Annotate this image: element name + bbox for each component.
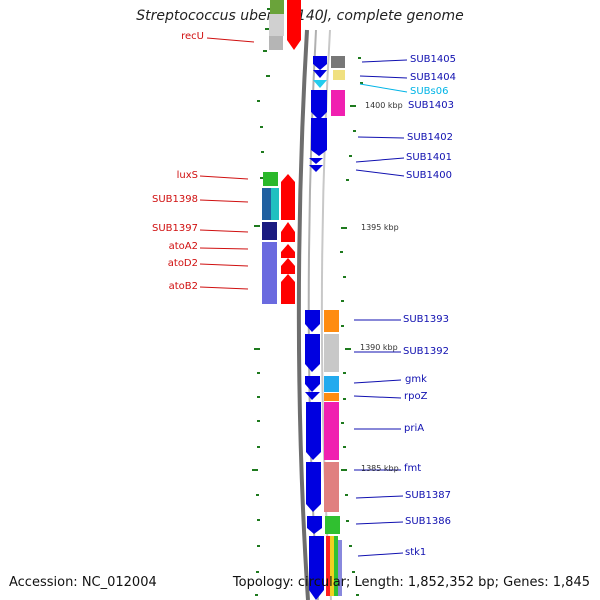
gene-label-sub1400: SUB1400 bbox=[406, 170, 452, 181]
gene-label-rpoZ: rpoZ bbox=[404, 391, 428, 402]
right-feature-blocks-top bbox=[309, 56, 345, 172]
gene-label-recU: recU bbox=[181, 31, 204, 42]
right-feature-blocks-bottom bbox=[305, 310, 342, 600]
gene-label-atoA2: atoA2 bbox=[168, 241, 198, 252]
right-tick-marks bbox=[340, 57, 363, 596]
gene-label-fmt: fmt bbox=[404, 463, 422, 474]
gene-label-sub1404: SUB1404 bbox=[410, 72, 456, 83]
gene-label-luxS: luxS bbox=[176, 170, 198, 181]
left-feature-blocks-mid bbox=[262, 172, 295, 304]
kbp-mark-1385: 1385 kbp bbox=[361, 464, 399, 473]
accession-text: Accession: NC_012004 bbox=[9, 575, 157, 590]
gene-label-sub1397: SUB1397 bbox=[152, 223, 198, 234]
gene-label-priA: priA bbox=[404, 423, 425, 434]
gene-label-atoD2: atoD2 bbox=[167, 258, 198, 269]
gene-label-sub1393: SUB1393 bbox=[403, 314, 449, 325]
gene-label-sub1405: SUB1405 bbox=[410, 54, 456, 65]
topology-text: Topology: circular; Length: 1,852,352 bp… bbox=[232, 575, 590, 590]
kbp-mark-1395: 1395 kbp bbox=[361, 223, 399, 232]
gene-label-stk1: stk1 bbox=[405, 547, 427, 558]
gene-label-subs06: SUBs06 bbox=[410, 86, 449, 97]
genome-backbone-outer bbox=[296, 29, 310, 600]
gene-label-sub1402: SUB1402 bbox=[407, 132, 453, 143]
right-leader-lines bbox=[353, 59, 408, 557]
gene-label-sub1387: SUB1387 bbox=[405, 490, 451, 501]
gene-label-sub1398: SUB1398 bbox=[152, 194, 198, 205]
gene-label-sub1401: SUB1401 bbox=[406, 152, 452, 163]
gene-label-sub1392: SUB1392 bbox=[403, 346, 449, 357]
left-feature-blocks-top bbox=[269, 0, 301, 50]
left-tick-marks bbox=[252, 8, 271, 596]
gene-label-sub1386: SUB1386 bbox=[405, 516, 451, 527]
kbp-mark-1400: 1400 kbp bbox=[365, 101, 403, 110]
gene-label-sub1403: SUB1403 bbox=[408, 100, 454, 111]
gene-label-atoB2: atoB2 bbox=[168, 281, 198, 292]
kbp-mark-1390: 1390 kbp bbox=[360, 343, 398, 352]
left-leader-lines bbox=[199, 37, 255, 290]
gene-label-gmk: gmk bbox=[405, 374, 427, 385]
